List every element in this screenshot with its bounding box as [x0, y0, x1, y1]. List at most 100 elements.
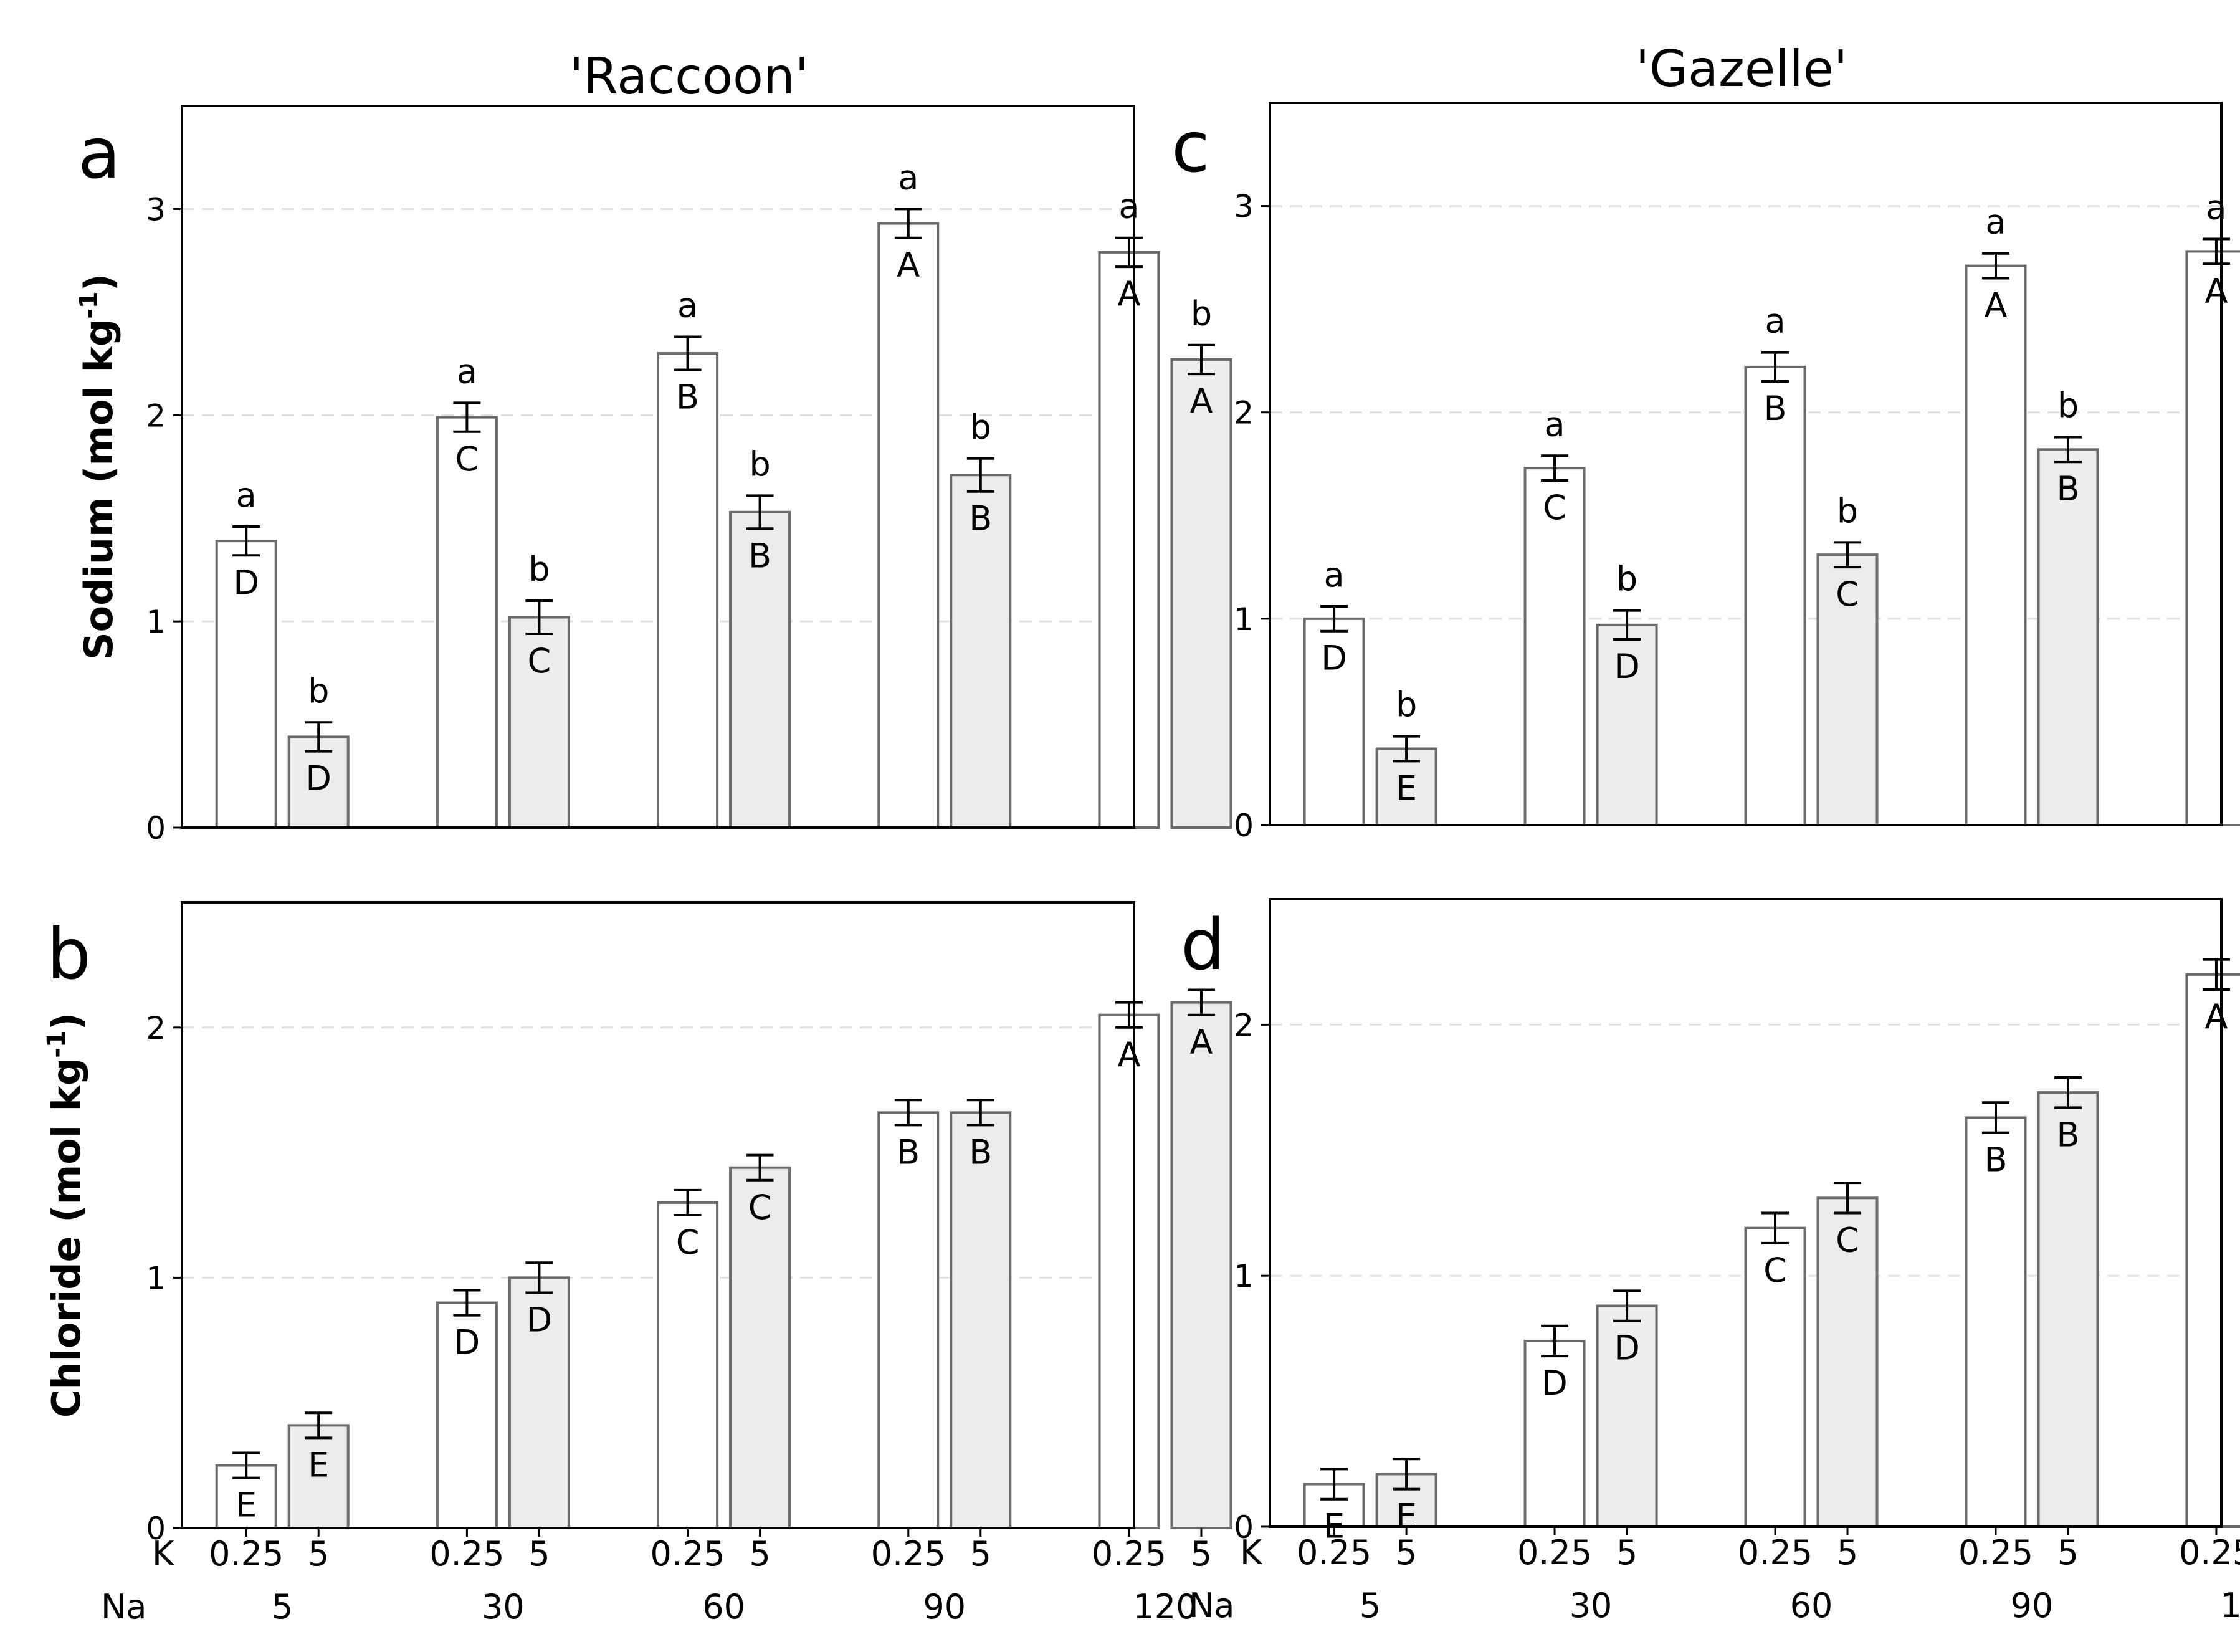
x-na-level-label: 5: [1360, 1586, 1381, 1625]
y-tick-label: 1: [146, 1260, 166, 1296]
significance-letter-lower: B: [2056, 469, 2079, 508]
x-k-level-label: 5: [2057, 1533, 2079, 1572]
significance-letter-lower: D: [527, 1300, 553, 1339]
x-k-level-label: 0.25: [871, 1534, 946, 1573]
x-k-level-label: 0.25: [1517, 1533, 1592, 1572]
significance-letter-lower: D: [1542, 1363, 1568, 1403]
bar-group-na-90: BB: [1965, 1076, 2099, 1529]
x-k-level-label: 5: [1396, 1533, 1417, 1572]
x-k-level-label: 5: [1837, 1533, 1858, 1572]
significance-letter-lower: D: [454, 1323, 480, 1362]
significance-letter-upper: b: [528, 550, 550, 589]
significance-letter-upper: a: [1545, 404, 1565, 444]
significance-letter-lower: D: [233, 563, 259, 602]
bar-k-0.25: [215, 540, 277, 829]
significance-letter-lower: A: [1117, 274, 1140, 313]
bar-k-5: [950, 474, 1012, 829]
significance-letter-lower: C: [1836, 1221, 1859, 1260]
bar-k-0.25: [436, 1301, 498, 1530]
bar-k-0.25: [877, 1111, 940, 1529]
bar-group-na-30: a Cb D: [1523, 404, 1658, 826]
x-na-level-label: 5: [272, 1587, 293, 1626]
x-row-label-na: Na: [1189, 1586, 1235, 1625]
bar-k-0.25: [1303, 617, 1365, 826]
significance-letter-upper: b: [1396, 685, 1417, 725]
y-tick-label: 1: [1234, 601, 1254, 637]
significance-letter-lower: A: [1189, 1023, 1213, 1062]
significance-letter-lower: E: [236, 1486, 257, 1525]
bar-k-0.25: [1098, 251, 1160, 829]
column-title-gazelle: 'Gazelle': [1636, 40, 1847, 98]
significance-letter-lower: A: [2204, 997, 2228, 1036]
significance-letter-lower: D: [1614, 647, 1640, 686]
x-k-level-label: 5: [528, 1534, 550, 1573]
x-k-level-label: 0.25: [1738, 1533, 1813, 1572]
x-na-level-label: 90: [2011, 1586, 2054, 1625]
bar-k-5: [1596, 623, 1658, 826]
y-axis-label-main: Chloride (mol kg: [44, 1058, 89, 1418]
significance-letter-lower: A: [2204, 271, 2228, 310]
panel-c: 0 1 2 3 a Db Ea Cb Da Bb Ca Ab Ba Ab Ac: [1171, 102, 2240, 844]
significance-letter-upper: a: [2206, 188, 2226, 227]
bar-group-na-5: a Db D: [215, 475, 350, 829]
panel-label: a: [78, 113, 121, 194]
bar-k-0.25: [1965, 264, 2027, 826]
significance-letter-lower: A: [1117, 1035, 1140, 1074]
significance-letter-lower: B: [748, 536, 771, 575]
y-tick-label: 2: [146, 398, 166, 434]
bar-k-0.25: [657, 352, 719, 829]
panel-d: 012EEDDCCBBAAd: [1181, 898, 2240, 1546]
significance-letter-lower: B: [676, 377, 699, 416]
plot-frame: [1269, 898, 2223, 1528]
significance-letter-upper: b: [1837, 491, 1858, 530]
x-k-level-label: 0.25: [1958, 1533, 2033, 1572]
significance-letter-upper: b: [308, 671, 329, 710]
x-row-label-na: Na: [101, 1587, 147, 1626]
significance-letter-lower: D: [1614, 1329, 1640, 1368]
significance-letter-upper: a: [1118, 187, 1139, 226]
panel-label: c: [1171, 107, 1210, 188]
bar-k-5: [1170, 358, 1232, 829]
significance-letter-lower: C: [1836, 575, 1859, 614]
x-k-level-label: 5: [749, 1534, 770, 1573]
significance-letter-lower: B: [2056, 1115, 2079, 1154]
y-axis-label: Sodium (mol kg-1): [75, 274, 122, 660]
x-k-level-label: 0.25: [209, 1534, 284, 1573]
x-k-level-label: 5: [1191, 1534, 1212, 1573]
x-k-level-label: 0.25: [429, 1534, 504, 1573]
bar-k-5: [2037, 1091, 2099, 1528]
y-axis-label-main: Sodium (mol kg: [76, 319, 122, 660]
bar-k-5: [729, 510, 791, 829]
significance-letter-lower: B: [1763, 389, 1786, 428]
bar-group-na-30: DD: [1523, 1289, 1658, 1528]
y-tick-label: 0: [1234, 1509, 1254, 1545]
y-axis-label-close: ): [44, 1013, 89, 1030]
plot-frame: [1269, 102, 2223, 826]
significance-letter-lower: B: [969, 1132, 992, 1172]
significance-letter-lower: E: [308, 1445, 329, 1484]
y-tick-label: 1: [1234, 1258, 1254, 1294]
bar-k-0.25: [436, 416, 498, 829]
y-tick-label: 2: [146, 1010, 166, 1046]
column-title-raccoon: 'Raccoon': [570, 47, 808, 105]
bar-group-na-60: CC: [657, 1153, 791, 1530]
significance-letter-upper: b: [2057, 386, 2079, 425]
y-tick-label: 0: [1234, 808, 1254, 844]
significance-letter-upper: b: [749, 444, 770, 484]
x-na-level-label: 30: [1570, 1586, 1613, 1625]
bar-group-na-5: EE: [215, 1411, 350, 1530]
bar-k-0.25: [1523, 467, 1586, 826]
bar-group-na-60: a Bb B: [657, 286, 791, 829]
bar-k-5: [950, 1111, 1012, 1529]
bar-k-0.25: [877, 222, 940, 829]
y-axis-label-close: ): [76, 274, 122, 291]
significance-letter-upper: b: [1191, 294, 1212, 333]
x-k-level-label: 0.25: [650, 1534, 725, 1573]
x-row-label-k: K: [152, 1534, 175, 1573]
panel-label: d: [1181, 905, 1225, 986]
